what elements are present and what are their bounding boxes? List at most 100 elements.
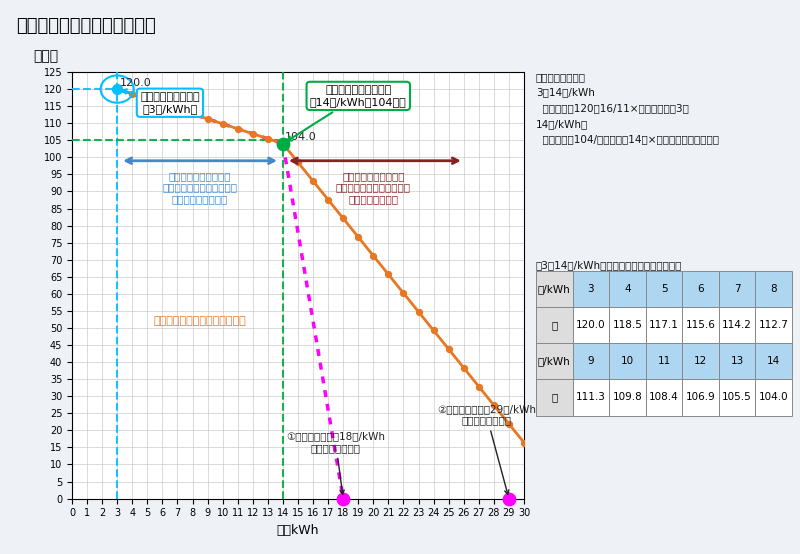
FancyBboxPatch shape bbox=[682, 307, 719, 343]
FancyBboxPatch shape bbox=[609, 307, 646, 343]
FancyBboxPatch shape bbox=[573, 379, 609, 416]
Point bbox=[277, 139, 290, 148]
Text: 9: 9 bbox=[587, 356, 594, 367]
Point bbox=[502, 494, 515, 503]
Text: 13: 13 bbox=[730, 356, 744, 367]
Text: 114.2: 114.2 bbox=[722, 320, 752, 331]
Point bbox=[216, 120, 229, 129]
FancyBboxPatch shape bbox=[719, 379, 755, 416]
Point bbox=[291, 158, 304, 167]
Text: 104.0: 104.0 bbox=[285, 132, 317, 142]
Point bbox=[202, 115, 214, 124]
FancyBboxPatch shape bbox=[536, 379, 573, 416]
Point bbox=[397, 289, 410, 297]
Text: 点: 点 bbox=[551, 320, 558, 331]
Point bbox=[367, 252, 380, 260]
Text: ②第２ラウンド：29円/kWh
（ジャケット式）: ②第２ラウンド：29円/kWh （ジャケット式） bbox=[437, 404, 536, 494]
FancyBboxPatch shape bbox=[755, 379, 792, 416]
FancyBboxPatch shape bbox=[536, 271, 573, 307]
Point bbox=[472, 382, 485, 391]
Point bbox=[171, 105, 184, 114]
Point bbox=[427, 326, 440, 335]
Text: 4: 4 bbox=[624, 284, 630, 295]
Point bbox=[231, 124, 244, 133]
Text: 価格評価点のあり方について: 価格評価点のあり方について bbox=[16, 17, 156, 34]
Text: ゼロプレミアム水準
（3円/kWh）: ゼロプレミアム水準 （3円/kWh） bbox=[122, 89, 200, 114]
FancyBboxPatch shape bbox=[536, 343, 573, 379]
Point bbox=[156, 100, 169, 109]
Text: 12: 12 bbox=[694, 356, 707, 367]
Text: 円/kWh: 円/kWh bbox=[538, 356, 570, 367]
Text: 14: 14 bbox=[767, 356, 780, 367]
FancyBboxPatch shape bbox=[646, 343, 682, 379]
Text: 112.7: 112.7 bbox=[758, 320, 789, 331]
FancyBboxPatch shape bbox=[719, 307, 755, 343]
Text: 109.8: 109.8 bbox=[613, 392, 642, 403]
Point bbox=[412, 307, 425, 316]
Point bbox=[487, 401, 500, 409]
FancyBboxPatch shape bbox=[646, 379, 682, 416]
Text: 108.4: 108.4 bbox=[649, 392, 679, 403]
Point bbox=[322, 196, 334, 204]
FancyBboxPatch shape bbox=[536, 307, 573, 343]
Text: 10: 10 bbox=[621, 356, 634, 367]
Point bbox=[277, 139, 290, 148]
Text: 3: 3 bbox=[587, 284, 594, 295]
FancyBboxPatch shape bbox=[573, 271, 609, 307]
Point bbox=[458, 363, 470, 372]
Text: 118.5: 118.5 bbox=[613, 320, 642, 331]
Text: 円/kWh: 円/kWh bbox=[538, 284, 570, 295]
Point bbox=[262, 134, 274, 143]
FancyBboxPatch shape bbox=[573, 307, 609, 343]
FancyBboxPatch shape bbox=[609, 271, 646, 307]
Point bbox=[337, 214, 350, 223]
FancyBboxPatch shape bbox=[682, 271, 719, 307]
Text: 価格点: 価格点 bbox=[34, 49, 58, 64]
FancyBboxPatch shape bbox=[609, 343, 646, 379]
Text: 104.0: 104.0 bbox=[759, 392, 789, 403]
Point bbox=[186, 110, 199, 119]
Text: 11: 11 bbox=[658, 356, 670, 367]
Text: 平均的な市場価格を前
提とした場合にプレミアム
収入が生じない領域: 平均的な市場価格を前 提とした場合にプレミアム 収入が生じない領域 bbox=[162, 171, 238, 204]
FancyBboxPatch shape bbox=[719, 271, 755, 307]
Point bbox=[337, 494, 350, 503]
FancyBboxPatch shape bbox=[682, 343, 719, 379]
X-axis label: 円／kWh: 円／kWh bbox=[277, 524, 319, 537]
Text: ①第３ラウンド：18円/kWh
（モノパイル式）: ①第３ラウンド：18円/kWh （モノパイル式） bbox=[286, 431, 385, 494]
Point bbox=[382, 270, 395, 279]
Text: 8: 8 bbox=[770, 284, 777, 295]
Text: 105.5: 105.5 bbox=[722, 392, 752, 403]
FancyBboxPatch shape bbox=[755, 307, 792, 343]
Text: 7: 7 bbox=[734, 284, 741, 295]
Point bbox=[110, 85, 124, 94]
FancyBboxPatch shape bbox=[719, 343, 755, 379]
Point bbox=[110, 85, 124, 94]
Text: 【算定式（案）】
3～14円/kWh
  　価格点＝120－16/11×（供給価格－3）
14円/kWh～
  　価格点＝104/（上限額－14）×（上限額－供: 【算定式（案）】 3～14円/kWh 価格点＝120－16/11×（供給価格－3… bbox=[536, 72, 719, 145]
Text: 現行（３円入札があった場合）: 現行（３円入札があった場合） bbox=[154, 316, 246, 326]
Point bbox=[126, 90, 138, 99]
Text: 平均的な市場価格を前
提とした場合にプレミアム
収入が生じる領域: 平均的な市場価格を前 提とした場合にプレミアム 収入が生じる領域 bbox=[336, 171, 411, 204]
Text: 106.9: 106.9 bbox=[686, 392, 715, 403]
Point bbox=[246, 129, 259, 138]
Text: 6: 6 bbox=[698, 284, 704, 295]
Text: 3～14円/kWhにおける直線部分の点数表】: 3～14円/kWhにおける直線部分の点数表】 bbox=[536, 260, 682, 270]
Text: 117.1: 117.1 bbox=[649, 320, 679, 331]
FancyBboxPatch shape bbox=[646, 271, 682, 307]
FancyBboxPatch shape bbox=[646, 307, 682, 343]
FancyBboxPatch shape bbox=[755, 271, 792, 307]
FancyBboxPatch shape bbox=[573, 343, 609, 379]
Text: 5: 5 bbox=[661, 284, 667, 295]
Point bbox=[306, 177, 319, 186]
Text: 点: 点 bbox=[551, 392, 558, 403]
Text: 111.3: 111.3 bbox=[576, 392, 606, 403]
Point bbox=[518, 438, 530, 447]
Text: 115.6: 115.6 bbox=[686, 320, 715, 331]
FancyBboxPatch shape bbox=[609, 379, 646, 416]
Text: 120.0: 120.0 bbox=[119, 78, 151, 88]
Text: 準ゼロプレミアム水準
（14円/kWh、104点）: 準ゼロプレミアム水準 （14円/kWh、104点） bbox=[287, 85, 406, 141]
FancyBboxPatch shape bbox=[682, 379, 719, 416]
Point bbox=[141, 95, 154, 104]
Point bbox=[442, 345, 455, 353]
Text: 120.0: 120.0 bbox=[576, 320, 606, 331]
FancyBboxPatch shape bbox=[755, 343, 792, 379]
